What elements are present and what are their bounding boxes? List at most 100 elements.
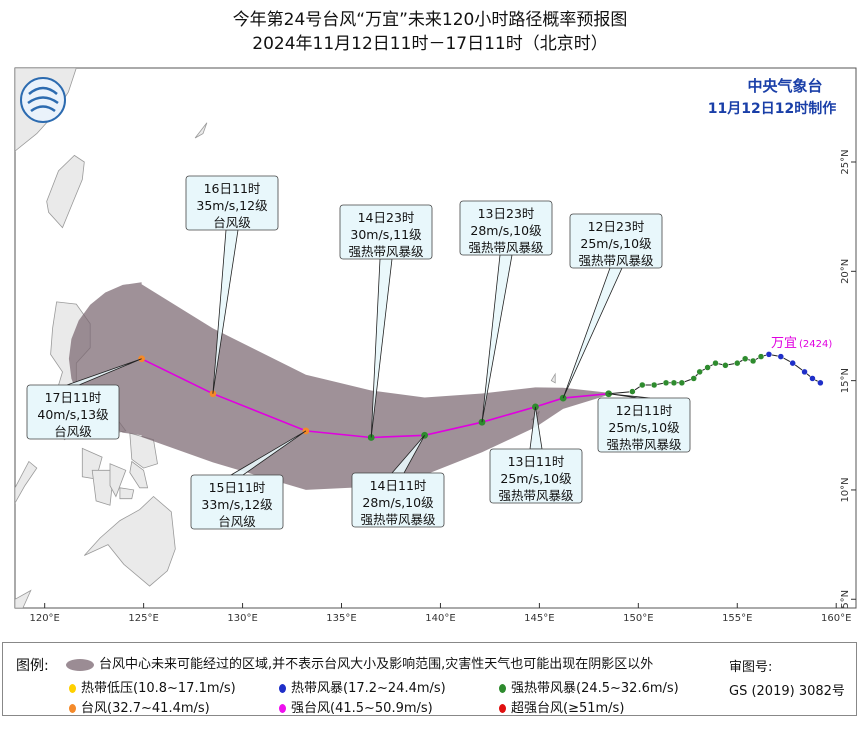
approval-number: GS (2019) 3082号 xyxy=(729,684,845,699)
axis-ticks: 120°E 125°E 130°E 135°E 140°E 145°E 150°E 155°E… xyxy=(29,149,856,624)
land-okinawa xyxy=(194,122,208,139)
legend-dot-icon xyxy=(279,704,286,713)
x-tick-label: 120°E xyxy=(29,613,59,624)
land-leyte xyxy=(129,460,149,489)
forecast-label-text: 14日11时 xyxy=(370,478,427,493)
land-bohol xyxy=(119,487,135,500)
forecast-label-text: 12日23时 xyxy=(588,219,645,234)
x-tick-label: 140°E xyxy=(425,613,455,624)
approval-label: 审图号: xyxy=(729,660,773,675)
past-track-point xyxy=(757,353,765,360)
legend-panel: 图例: 台风中心未来可能经过的区域,并不表示台风大小及影响范围,灾害性天气也可能… xyxy=(2,642,857,716)
forecast-label-box xyxy=(489,448,583,504)
land-saipan xyxy=(550,372,556,384)
land-borneo xyxy=(15,589,32,608)
x-tick-label: 155°E xyxy=(722,613,752,624)
past-track-point xyxy=(670,379,678,387)
forecast-label-box xyxy=(339,204,433,260)
legend-item-tropical-storm: 热带风暴(17.2~24.4m/s) xyxy=(279,677,446,696)
past-track-point xyxy=(712,359,719,367)
past-track-point xyxy=(704,364,711,371)
forecast-labels: 12日11时25m/s,10级强热带风暴级12日23时25m/s,10级强热带风… xyxy=(26,175,691,530)
y-tick-label: 15°N xyxy=(840,368,851,393)
forecast-label-text: 35m/s,12级 xyxy=(196,198,268,213)
past-track-point xyxy=(749,357,757,365)
forecast-label-text: 40m/s,13级 xyxy=(37,407,109,422)
y-tick-label: 20°N xyxy=(840,259,851,284)
forecast-label-text: 台风级 xyxy=(213,215,251,230)
legend-dot-icon xyxy=(69,704,76,713)
past-track-point xyxy=(809,375,816,382)
x-tick-label: 135°E xyxy=(326,613,356,624)
land-cebu xyxy=(109,463,127,498)
legend-item-label: 强台风(41.5~50.9m/s) xyxy=(291,701,433,716)
forecast-label-text: 17日11时 xyxy=(45,390,102,405)
typhoon-name-label: 万宜 (2424) xyxy=(771,336,832,351)
past-track-line xyxy=(608,353,821,395)
legend-item-label: 热带风暴(17.2~24.4m/s) xyxy=(291,681,446,696)
y-tick-label: 25°N xyxy=(840,149,851,174)
forecast-label-text: 15日11时 xyxy=(209,480,266,495)
forecast-label-text: 13日11时 xyxy=(508,454,565,469)
map-title: 今年第24号台风“万宜”未来120小时路径概率预报图 xyxy=(232,10,628,30)
x-tick-label: 150°E xyxy=(623,613,653,624)
past-track-point xyxy=(650,381,658,389)
past-track-point xyxy=(639,381,646,389)
past-track-point xyxy=(777,353,785,360)
forecast-label-box xyxy=(597,397,691,453)
x-tick-label: 160°E xyxy=(821,613,851,624)
past-track-point xyxy=(662,379,670,387)
forecast-label-text: 16日11时 xyxy=(204,181,261,196)
legend-cone-item: 台风中心未来可能经过的区域,并不表示台风大小及影响范围,灾害性天气也可能出现在阴… xyxy=(65,653,653,672)
past-track-point xyxy=(734,359,741,367)
map-subtitle: 2024年11月12日11时－17日11时（北京时） xyxy=(252,34,608,54)
forecast-label-box xyxy=(185,175,279,231)
forecast-label-box xyxy=(26,384,120,440)
forecast-label-box xyxy=(351,472,445,528)
legend-dot-icon xyxy=(279,684,286,693)
past-track-point xyxy=(722,362,729,369)
land-palawan xyxy=(15,460,38,504)
past-track-point xyxy=(678,379,686,387)
past-track-point xyxy=(789,359,796,367)
past-track-point xyxy=(696,368,703,376)
issue-time: 11月12日12时制作 xyxy=(708,100,836,117)
past-track-point xyxy=(801,368,808,376)
forecast-label-text: 强热带风暴级 xyxy=(578,253,654,268)
probability-cone xyxy=(68,282,609,490)
approval-block: 审图号: GS (2019) 3082号 xyxy=(729,656,845,704)
forecast-label-text: 强热带风暴级 xyxy=(498,488,574,503)
legend-item-label: 超强台风(≥51m/s) xyxy=(511,701,625,716)
legend-item-super-typhoon: 超强台风(≥51m/s) xyxy=(499,697,624,716)
past-track-point xyxy=(817,379,824,387)
forecast-label-box xyxy=(190,474,284,530)
past-track-point xyxy=(690,375,697,382)
cone-swatch-icon xyxy=(66,658,94,671)
legend-dot-icon xyxy=(499,684,506,693)
forecast-label-text: 台风级 xyxy=(218,514,256,529)
forecast-label-text: 28m/s,10级 xyxy=(470,223,542,238)
land-negros xyxy=(91,469,115,506)
forecast-label-box xyxy=(459,200,553,256)
agency-name: 中央气象台 xyxy=(747,77,822,95)
forecast-label-box xyxy=(569,213,663,269)
forecast-label-text: 25m/s,10级 xyxy=(500,471,572,486)
cma-logo xyxy=(20,77,66,123)
typhoon-track-map: 120°E 125°E 130°E 135°E 140°E 145°E 150°E 155°E… xyxy=(14,67,857,624)
legend-item-severe-tropical-storm: 强热带风暴(24.5~32.6m/s) xyxy=(499,677,679,696)
past-track xyxy=(605,351,824,397)
y-tick-label: 10°N xyxy=(840,477,851,502)
x-tick-label: 125°E xyxy=(128,613,158,624)
forecast-label-text: 台风级 xyxy=(54,424,92,439)
land-mindanao xyxy=(84,495,176,587)
forecast-label-text: 强热带风暴级 xyxy=(606,437,682,452)
legend-title: 图例: xyxy=(16,658,49,674)
legend-item-typhoon: 台风(32.7~41.4m/s) xyxy=(69,697,210,716)
legend-item-label: 热带低压(10.8~17.1m/s) xyxy=(81,681,236,696)
x-tick-label: 145°E xyxy=(524,613,554,624)
forecast-label-text: 强热带风暴级 xyxy=(348,244,424,259)
land-taiwan xyxy=(46,154,85,229)
legend-item-label: 台风(32.7~41.4m/s) xyxy=(81,701,210,716)
forecast-label-text: 28m/s,10级 xyxy=(362,495,434,510)
x-tick-label: 130°E xyxy=(227,613,257,624)
